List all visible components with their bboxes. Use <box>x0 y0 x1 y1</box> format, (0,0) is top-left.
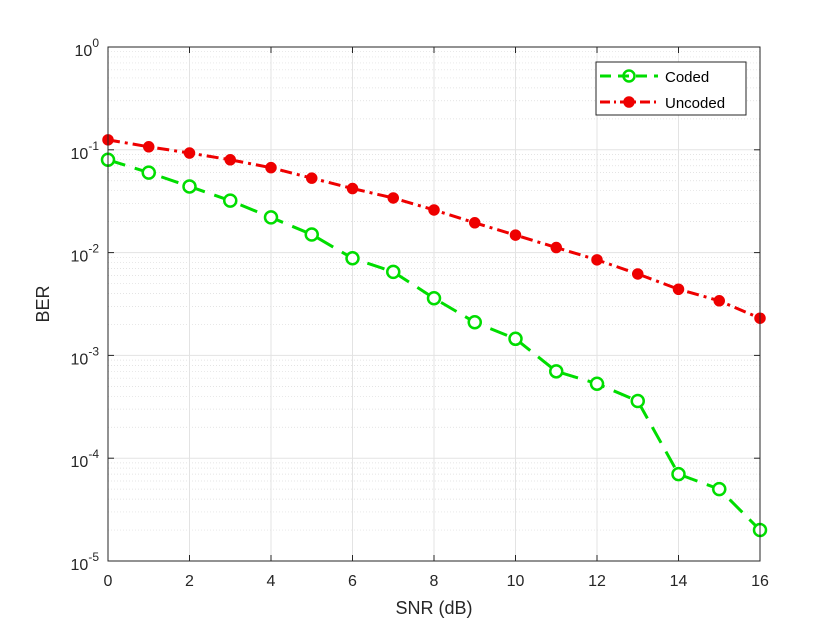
data-point-coded <box>223 193 238 208</box>
data-point-coded <box>386 264 401 280</box>
x-tick-labels: 0 2 4 6 8 10 12 14 16 <box>104 573 769 590</box>
x-tick-label: 16 <box>751 573 769 590</box>
data-point-uncoded <box>713 295 725 307</box>
data-point-uncoded <box>387 192 399 204</box>
legend-item-uncoded: Uncoded <box>600 95 725 112</box>
y-tick-label: 10-5 <box>71 550 100 574</box>
x-axis-label: SNR (dB) <box>395 598 472 618</box>
x-tick-label: 6 <box>348 573 357 590</box>
y-tick-label: 10-1 <box>71 139 100 163</box>
legend-box <box>595 61 747 116</box>
legend-coded-label: Coded <box>665 69 709 86</box>
legend-uncoded-marker <box>623 96 635 108</box>
x-tick-label: 4 <box>267 573 276 590</box>
y-axis-label: BER <box>33 285 53 322</box>
data-point-coded <box>671 466 686 482</box>
x-tick-label: 10 <box>507 573 525 590</box>
x-tick-label: 12 <box>588 573 606 590</box>
data-point-coded <box>304 227 319 242</box>
data-point-coded <box>549 364 564 379</box>
data-point-uncoded <box>469 217 481 229</box>
y-tick-labels: 100 10-1 10-2 10-3 10-4 10-5 <box>71 36 100 574</box>
y-tick-label: 10-2 <box>71 242 100 266</box>
x-tick-label: 0 <box>104 573 113 590</box>
series-layer <box>100 134 768 538</box>
y-tick-label: 10-4 <box>71 447 100 471</box>
data-point-uncoded <box>143 141 155 153</box>
data-point-uncoded <box>672 283 685 296</box>
y-tick-label: 10-3 <box>71 344 100 368</box>
y-tick-label: 100 <box>75 36 100 60</box>
data-point-uncoded <box>550 241 562 254</box>
data-point-coded <box>712 481 727 497</box>
data-point-coded <box>426 290 442 306</box>
data-point-uncoded <box>224 154 236 166</box>
data-point-uncoded <box>632 268 644 280</box>
data-point-coded <box>467 315 482 330</box>
data-point-uncoded <box>183 147 196 159</box>
x-tick-label: 2 <box>185 573 194 590</box>
data-point-coded <box>263 210 279 225</box>
data-point-coded <box>589 376 605 391</box>
data-point-uncoded <box>509 229 522 241</box>
data-point-coded <box>508 331 523 347</box>
axis-ticks <box>107 46 761 562</box>
legend-uncoded-label: Uncoded <box>665 95 725 112</box>
data-point-coded <box>630 393 645 409</box>
data-point-coded <box>141 165 156 180</box>
data-point-uncoded <box>306 172 318 184</box>
legend: Coded Uncoded <box>595 61 747 116</box>
data-point-coded <box>182 179 197 194</box>
series-line-coded <box>107 158 762 532</box>
data-point-uncoded <box>428 204 440 216</box>
data-point-uncoded <box>346 182 359 195</box>
data-point-uncoded <box>265 161 277 174</box>
x-tick-label: 8 <box>430 573 439 590</box>
data-point-uncoded <box>591 254 603 266</box>
series-uncoded <box>102 134 766 324</box>
series-coded <box>100 152 768 538</box>
legend-coded-marker <box>622 69 636 83</box>
x-tick-label: 14 <box>670 573 688 590</box>
legend-item-coded: Coded <box>600 69 709 86</box>
data-point-coded <box>345 251 360 266</box>
